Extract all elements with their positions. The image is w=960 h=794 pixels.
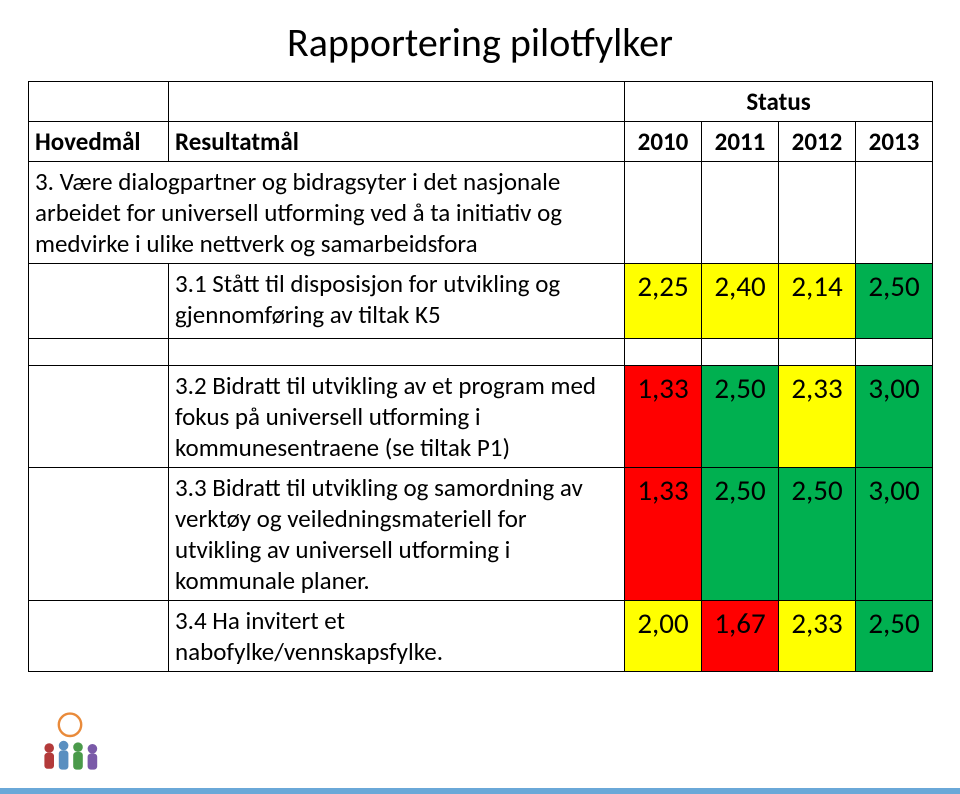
table-row: 3.1 Stått til disposisjon for utvikling …: [29, 264, 933, 339]
value-cell: 2,50: [779, 468, 856, 601]
blank-cell: [779, 339, 856, 366]
value-cell: 2,50: [702, 366, 779, 468]
col-header-year: 2011: [702, 122, 779, 162]
value-cell: 2,14: [779, 264, 856, 339]
blank-cell: [856, 162, 933, 264]
value-cell: 1,33: [625, 468, 702, 601]
blank-cell: [29, 264, 169, 339]
page-title: Rapportering pilotfylker: [28, 18, 932, 67]
status-header: Status: [625, 82, 933, 122]
table-row: 3.4 Ha invitert et nabofylke/vennskapsfy…: [29, 601, 933, 672]
blank-cell: [29, 339, 169, 366]
section-heading: 3. Være dialogpartner og bidragsyter i d…: [29, 162, 625, 264]
value-cell: 1,67: [702, 601, 779, 672]
value-cell: 2,50: [702, 468, 779, 601]
blank-cell: [856, 339, 933, 366]
row-label: 3.4 Ha invitert et nabofylke/vennskapsfy…: [169, 601, 625, 672]
blank-cell: [625, 339, 702, 366]
value-cell: 3,00: [856, 366, 933, 468]
value-cell: 2,50: [856, 264, 933, 339]
blank-cell: [702, 339, 779, 366]
row-label: 3.2 Bidratt til utvikling av et program …: [169, 366, 625, 468]
bottom-strip: [0, 788, 960, 794]
table-row: 3.3 Bidratt til utvikling og samordning …: [29, 468, 933, 601]
table-row: 3.2 Bidratt til utvikling av et program …: [29, 366, 933, 468]
col-header-year: 2013: [856, 122, 933, 162]
value-cell: 2,25: [625, 264, 702, 339]
value-cell: 2,50: [856, 601, 933, 672]
row-label: 3.1 Stått til disposisjon for utvikling …: [169, 264, 625, 339]
col-header-year: 2012: [779, 122, 856, 162]
col-header-year: 2010: [625, 122, 702, 162]
people-logo-icon: [28, 712, 112, 776]
row-label: 3.3 Bidratt til utvikling og samordning …: [169, 468, 625, 601]
value-cell: 2,33: [779, 366, 856, 468]
blank-cell: [29, 366, 169, 468]
report-table: Status Hovedmål Resultatmål 2010 2011 20…: [28, 81, 933, 672]
blank-cell: [29, 468, 169, 601]
blank-cell: [169, 82, 625, 122]
blank-cell: [29, 82, 169, 122]
value-cell: 3,00: [856, 468, 933, 601]
value-cell: 2,00: [625, 601, 702, 672]
col-header-resultatmal: Resultatmål: [169, 122, 625, 162]
blank-cell: [702, 162, 779, 264]
blank-cell: [625, 162, 702, 264]
blank-cell: [779, 162, 856, 264]
blank-cell: [169, 339, 625, 366]
value-cell: 2,40: [702, 264, 779, 339]
col-header-hovedmal: Hovedmål: [29, 122, 169, 162]
blank-cell: [29, 601, 169, 672]
value-cell: 2,33: [779, 601, 856, 672]
value-cell: 1,33: [625, 366, 702, 468]
